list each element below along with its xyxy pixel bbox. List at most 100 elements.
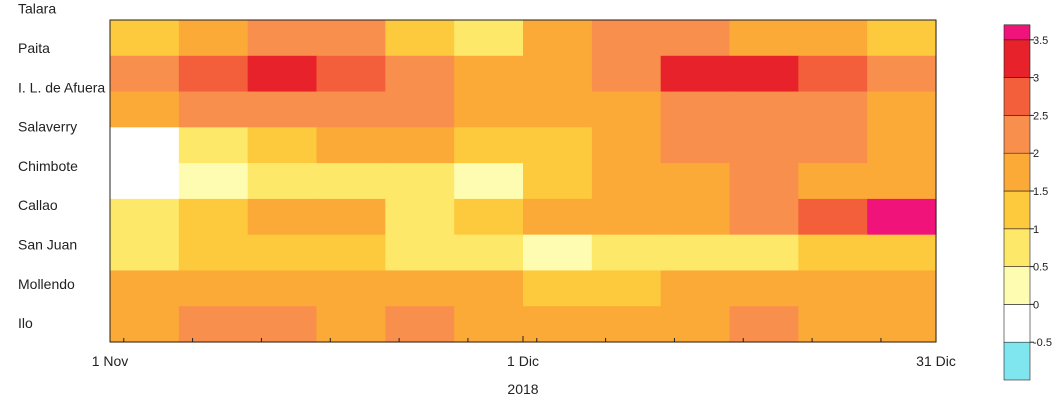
heatmap-cell: [660, 127, 731, 164]
heatmap-cell: [798, 127, 868, 164]
colorbar-swatch: [1003, 228, 1031, 267]
heatmap-cell: [247, 198, 318, 236]
heatmap-cell: [110, 198, 180, 236]
heatmap-cell: [523, 234, 593, 272]
heatmap-cell: [591, 20, 662, 57]
heatmap-cell: [660, 91, 731, 128]
heatmap-cell: [178, 163, 249, 200]
heatmap-cell: [454, 306, 524, 343]
colorbar-tick-label: 0: [1033, 299, 1039, 311]
heatmap-cell: [523, 20, 593, 57]
heatmap-cell: [591, 55, 662, 93]
heatmap-cell: [454, 20, 524, 57]
heatmap-cell: [729, 127, 799, 164]
heatmap-cell: [591, 198, 662, 236]
heatmap-cell: [316, 55, 386, 93]
heatmap-cell: [454, 270, 524, 307]
heatmap-cell: [454, 234, 524, 272]
heatmap-cell: [178, 198, 249, 236]
heatmap-cell: [867, 306, 937, 343]
heatmap-cell: [110, 163, 180, 200]
heatmap-cell: [110, 20, 180, 57]
colorbar-tick-label: 1.5: [1033, 186, 1048, 198]
heatmap-cell: [660, 306, 731, 343]
heatmap-cell: [867, 127, 937, 164]
station-label: Salaverry: [18, 119, 77, 135]
station-label: Talara: [18, 1, 56, 17]
station-label: I. L. de Afuera: [18, 79, 105, 95]
heatmap-cell: [385, 163, 455, 200]
heatmap-cell: [660, 198, 731, 236]
station-label: Mollendo: [18, 276, 75, 292]
heatmap-cell: [867, 91, 937, 128]
heatmap-cell: [729, 198, 799, 236]
heatmap-cell: [247, 306, 318, 343]
colorbar-swatch: [1003, 77, 1031, 116]
heatmap-cell: [729, 20, 799, 57]
heatmap-cell: [798, 234, 868, 272]
heatmap-cell: [523, 270, 593, 307]
station-label: Callao: [18, 197, 58, 213]
heatmap-cell: [660, 163, 731, 200]
heatmap-cell: [798, 55, 868, 93]
heatmap-cell: [798, 306, 868, 343]
colorbar-tick-label: 1: [1033, 224, 1039, 236]
heatmap-cell: [660, 20, 731, 57]
heatmap-cell: [454, 198, 524, 236]
heatmap-cell: [867, 198, 937, 236]
heatmap-cell: [316, 234, 386, 272]
heatmap-cell: [385, 127, 455, 164]
heatmap-cell: [178, 234, 249, 272]
heatmap-cell: [660, 55, 731, 93]
heatmap-cell: [178, 91, 249, 128]
colorbar-tick-label: 2.5: [1033, 110, 1048, 122]
station-label: Ilo: [18, 315, 33, 331]
colorbar-swatch: [1003, 115, 1031, 154]
heatmap-cell: [247, 127, 318, 164]
heatmap-cell: [523, 163, 593, 200]
heatmap-cell: [454, 91, 524, 128]
heatmap-cell: [247, 55, 318, 93]
x-axis-label: 2018: [507, 381, 538, 397]
heatmap-cell: [316, 127, 386, 164]
heatmap-cell: [385, 198, 455, 236]
heatmap-cell: [110, 270, 180, 307]
heatmap-cell: [316, 270, 386, 307]
heatmap-cell: [867, 55, 937, 93]
heatmap-cell: [247, 234, 318, 272]
heatmap-cell: [454, 127, 524, 164]
colorbar-tick-label: 3: [1033, 73, 1039, 85]
colorbar-tick-label: 0.5: [1033, 262, 1048, 274]
heatmap-cell: [178, 20, 249, 57]
heatmap-cell: [178, 306, 249, 343]
heatmap-cell: [523, 91, 593, 128]
heatmap-cell: [591, 234, 662, 272]
heatmap-cell: [523, 127, 593, 164]
heatmap-cell: [798, 198, 868, 236]
heatmap-cell: [316, 163, 386, 200]
colorbar-swatch: [1003, 341, 1031, 381]
heatmap-cell: [178, 270, 249, 307]
colorbar-swatch: [1003, 39, 1031, 78]
heatmap-cell: [385, 270, 455, 307]
heatmap-cell: [523, 198, 593, 236]
station-label: Chimbote: [18, 158, 78, 174]
colorbar-swatch: [1003, 152, 1031, 192]
heatmap-cell: [110, 91, 180, 128]
heatmap-cell: [316, 306, 386, 343]
heatmap-cell: [247, 20, 318, 57]
heatmap-cell: [385, 306, 455, 343]
heatmap-cell: [729, 234, 799, 272]
heatmap-cell: [729, 270, 799, 307]
heatmap-cell: [660, 270, 731, 307]
heatmap-cell: [729, 91, 799, 128]
heatmap-cell: [454, 163, 524, 200]
heatmap-cell: [660, 234, 731, 272]
heatmap-cell: [798, 91, 868, 128]
heatmap-cell: [178, 127, 249, 164]
heatmap-cell: [110, 55, 180, 93]
heatmap-cell: [591, 163, 662, 200]
colorbar-swatch: [1003, 24, 1031, 41]
colorbar-tick-label: 2: [1033, 148, 1039, 160]
